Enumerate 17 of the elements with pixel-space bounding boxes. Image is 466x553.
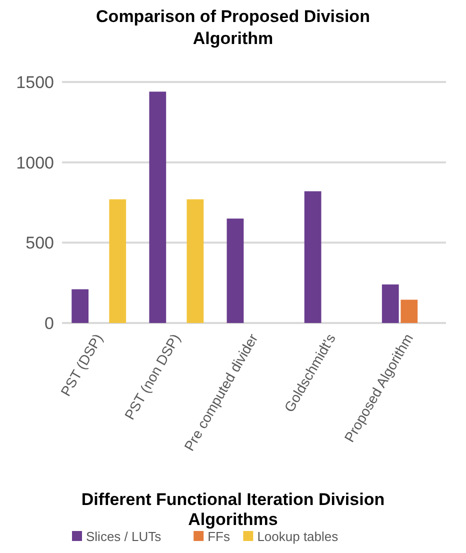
bar [226,218,244,323]
legend-label: Lookup tables [257,529,339,544]
bar [72,289,89,323]
legend-label: FFs [208,529,230,544]
legend-label: Slices / LUTs [86,529,162,544]
bar [382,284,399,323]
y-tick-label: 1500 [16,73,54,92]
y-tick-label: 1000 [16,153,54,172]
chart-title: Comparison of Proposed Division Algorithm [96,7,370,48]
bar [149,92,166,323]
bar [186,199,204,323]
bar [304,191,322,323]
bar [109,199,126,323]
y-tick-label: 500 [26,234,54,253]
bar [400,300,418,323]
x-axis-title: Different Functional Iteration Division Algorithms [81,490,385,529]
y-tick-label: 0 [44,314,54,333]
